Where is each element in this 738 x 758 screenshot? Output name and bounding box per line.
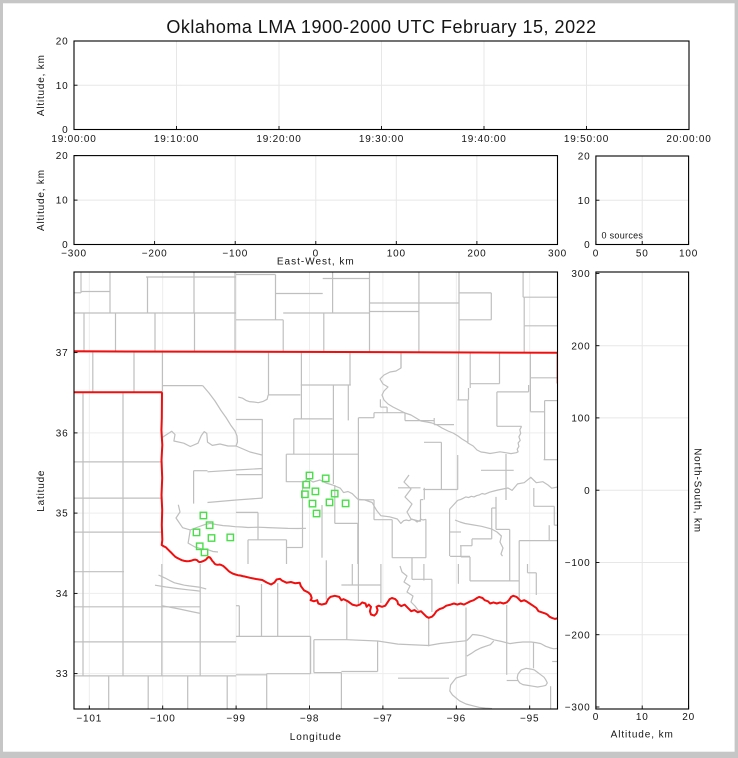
svg-text:50: 50 — [636, 249, 649, 260]
svg-text:10: 10 — [56, 196, 69, 207]
svg-text:North-South, km: North-South, km — [692, 448, 703, 533]
svg-text:20: 20 — [682, 712, 695, 723]
svg-text:19:00:00: 19:00:00 — [51, 134, 96, 145]
svg-text:300: 300 — [571, 269, 590, 280]
svg-text:−101: −101 — [76, 714, 102, 725]
svg-text:200: 200 — [467, 249, 486, 260]
svg-text:10: 10 — [578, 196, 591, 207]
svg-text:Altitude, km: Altitude, km — [611, 730, 674, 741]
svg-text:100: 100 — [387, 249, 406, 260]
svg-text:−97: −97 — [373, 714, 392, 725]
svg-text:Altitude, km: Altitude, km — [36, 169, 47, 231]
svg-text:−98: −98 — [300, 714, 319, 725]
svg-text:−100: −100 — [222, 249, 248, 260]
svg-text:Longitude: Longitude — [290, 732, 342, 743]
svg-text:100: 100 — [679, 249, 698, 260]
svg-text:10: 10 — [56, 81, 69, 92]
svg-text:33: 33 — [56, 669, 69, 680]
svg-text:0: 0 — [584, 240, 590, 251]
svg-text:10: 10 — [636, 712, 649, 723]
svg-text:19:20:00: 19:20:00 — [256, 134, 301, 145]
svg-text:−200: −200 — [565, 630, 591, 641]
svg-text:36: 36 — [56, 429, 69, 440]
svg-text:−100: −100 — [150, 714, 176, 725]
svg-text:−99: −99 — [226, 714, 245, 725]
svg-text:20: 20 — [56, 151, 69, 162]
svg-text:−95: −95 — [520, 714, 539, 725]
svg-text:35: 35 — [56, 509, 69, 520]
svg-text:19:50:00: 19:50:00 — [564, 134, 609, 145]
svg-text:−96: −96 — [447, 714, 466, 725]
svg-text:20: 20 — [578, 152, 591, 163]
svg-text:−300: −300 — [61, 249, 87, 260]
svg-text:19:40:00: 19:40:00 — [461, 134, 506, 145]
svg-text:0: 0 — [313, 249, 319, 260]
svg-text:0 sources: 0 sources — [602, 231, 644, 241]
svg-text:Latitude: Latitude — [36, 470, 47, 512]
svg-text:100: 100 — [571, 414, 590, 425]
svg-text:37: 37 — [56, 348, 69, 359]
svg-text:0: 0 — [593, 712, 599, 723]
svg-text:300: 300 — [548, 249, 567, 260]
svg-text:0: 0 — [593, 249, 599, 260]
svg-text:200: 200 — [571, 341, 590, 352]
svg-text:20: 20 — [56, 37, 69, 48]
svg-text:−100: −100 — [565, 558, 591, 569]
svg-text:−300: −300 — [565, 703, 591, 714]
svg-text:20:00:00: 20:00:00 — [666, 134, 711, 145]
svg-text:19:30:00: 19:30:00 — [359, 134, 404, 145]
svg-text:−200: −200 — [142, 249, 168, 260]
svg-text:0: 0 — [62, 125, 68, 136]
svg-text:0: 0 — [584, 486, 590, 497]
svg-text:Altitude, km: Altitude, km — [36, 54, 47, 116]
svg-text:0: 0 — [62, 240, 68, 251]
svg-text:East-West, km: East-West, km — [277, 257, 355, 268]
svg-text:Oklahoma LMA 1900-2000 UTC Feb: Oklahoma LMA 1900-2000 UTC February 15, … — [166, 17, 596, 37]
svg-text:19:10:00: 19:10:00 — [154, 134, 199, 145]
svg-text:34: 34 — [56, 589, 69, 600]
